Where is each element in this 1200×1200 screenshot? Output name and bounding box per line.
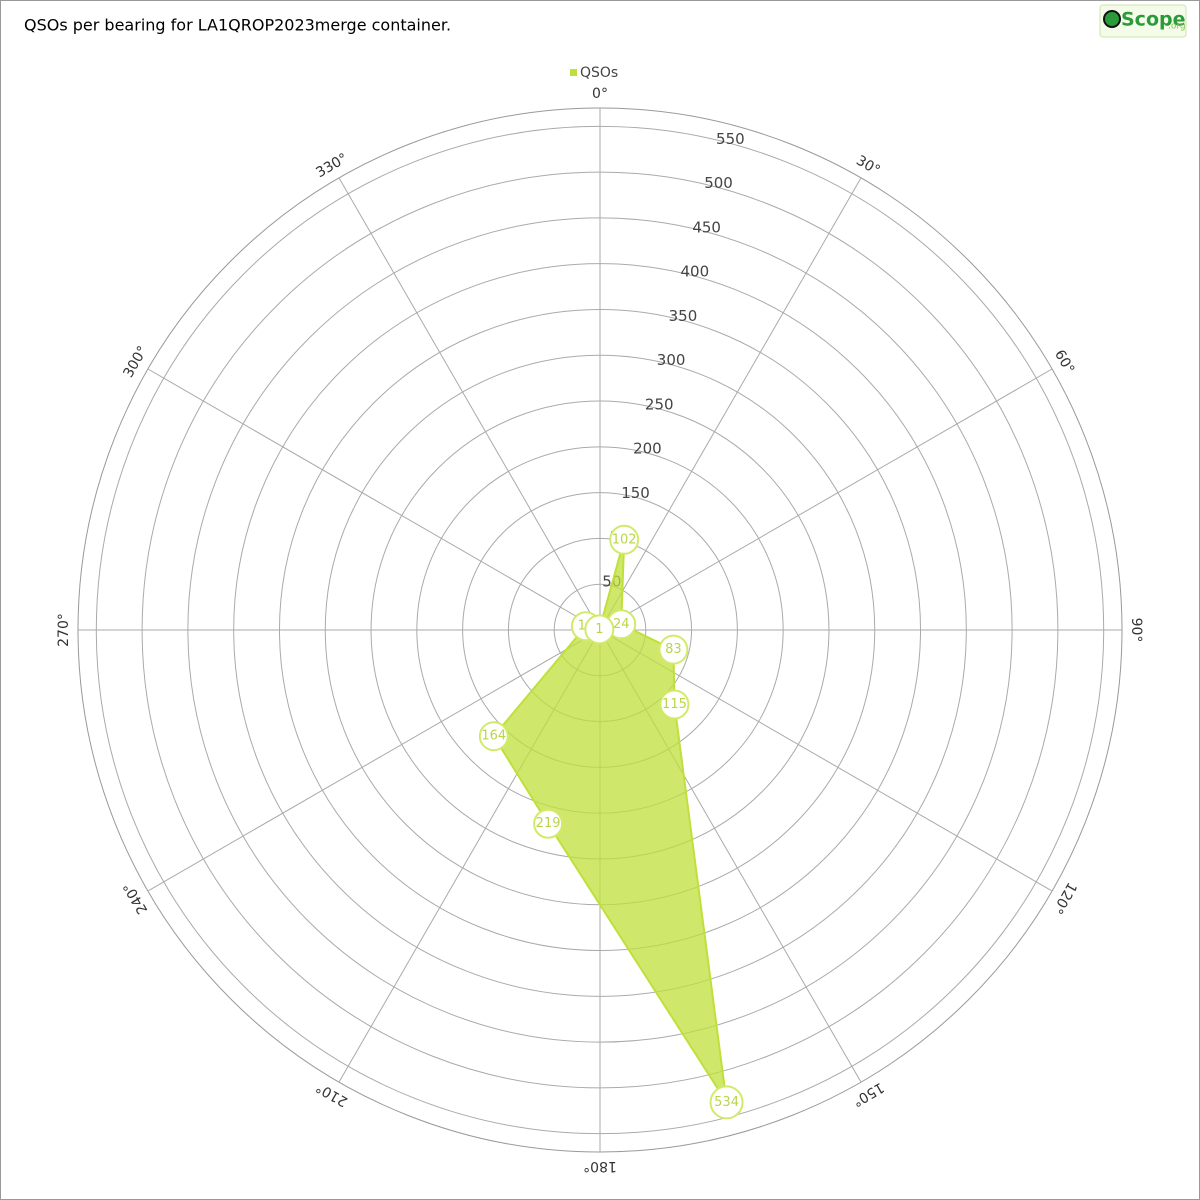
value-label: 24 xyxy=(613,617,630,632)
angle-tick-label: 90° xyxy=(1128,618,1144,643)
radial-tick-label: 400 xyxy=(680,263,709,281)
point-marker xyxy=(658,634,689,665)
legend-swatch xyxy=(570,69,577,76)
chart-title: QSOs per bearing for LA1QROP2023merge co… xyxy=(24,16,451,35)
point-marker xyxy=(533,808,564,839)
grid-spoke xyxy=(599,368,1053,631)
radial-tick-label: 150 xyxy=(621,484,650,502)
logo: Scope .org xyxy=(1099,4,1187,38)
logo-suffix: .org xyxy=(1168,22,1186,32)
angle-tick-label: 270° xyxy=(56,613,72,647)
angle-tick-label: 180° xyxy=(583,1158,617,1174)
angle-tick-label: 0° xyxy=(592,86,608,102)
grid-spoke xyxy=(599,177,862,631)
legend-label: QSOs xyxy=(580,65,618,81)
value-label: 83 xyxy=(665,642,682,657)
value-label: 115 xyxy=(662,697,687,712)
point-marker xyxy=(478,721,509,752)
radial-tick-label: 450 xyxy=(692,218,721,236)
point-marker xyxy=(584,614,615,645)
radial-tick-label: 500 xyxy=(704,174,733,192)
logo-box xyxy=(1099,4,1187,38)
radial-tick-label: 300 xyxy=(657,351,686,369)
value-label: 1 xyxy=(595,622,603,637)
radial-tick-label: 200 xyxy=(633,440,662,458)
logo-text: Scope xyxy=(1121,9,1186,31)
point-marker xyxy=(659,689,690,720)
grid-spoke xyxy=(599,629,1053,892)
point-marker xyxy=(709,1085,744,1120)
value-label: 102 xyxy=(612,532,637,547)
grid-spoke xyxy=(338,177,601,631)
point-marker xyxy=(609,524,640,555)
grid-spoke xyxy=(147,629,601,892)
value-label: 164 xyxy=(481,729,506,744)
value-label: 534 xyxy=(714,1095,739,1110)
grid-spoke xyxy=(147,368,601,631)
logo-icon xyxy=(1103,10,1121,28)
radial-tick-label: 350 xyxy=(669,307,698,325)
radial-tick-label: 550 xyxy=(716,130,745,148)
value-label: 219 xyxy=(536,816,561,831)
radial-tick-label: 250 xyxy=(645,395,674,413)
